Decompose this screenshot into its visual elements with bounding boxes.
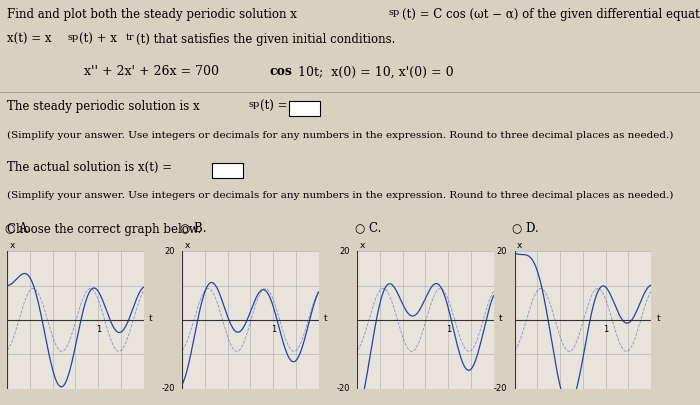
Text: (t) that satisfies the given initial conditions.: (t) that satisfies the given initial con… xyxy=(136,33,396,46)
Text: t: t xyxy=(324,314,328,323)
Text: 1: 1 xyxy=(446,325,451,334)
FancyBboxPatch shape xyxy=(212,163,243,177)
FancyBboxPatch shape xyxy=(289,101,320,116)
Text: 20: 20 xyxy=(340,247,350,256)
Text: (t) =: (t) = xyxy=(260,100,287,113)
Text: x(t) = x: x(t) = x xyxy=(7,33,52,46)
Text: x: x xyxy=(185,241,190,250)
Text: (Simplify your answer. Use integers or decimals for any numbers in the expressio: (Simplify your answer. Use integers or d… xyxy=(7,191,673,200)
Text: 1: 1 xyxy=(96,325,101,334)
Text: x'' + 2x' + 26x = 700: x'' + 2x' + 26x = 700 xyxy=(84,65,223,78)
Text: (t) = C cos (ωt − α) of the given differential equation and the actual solution: (t) = C cos (ωt − α) of the given differ… xyxy=(402,8,700,21)
Text: -20: -20 xyxy=(161,384,175,393)
Text: cos: cos xyxy=(270,65,293,78)
Text: The actual solution is x(t) =: The actual solution is x(t) = xyxy=(7,161,172,174)
Text: Choose the correct graph below.: Choose the correct graph below. xyxy=(7,224,202,237)
Text: sp: sp xyxy=(248,100,260,109)
Text: x: x xyxy=(360,241,365,250)
Text: x: x xyxy=(517,241,523,250)
Text: 1: 1 xyxy=(603,325,608,334)
Text: 10t;  x(0) = 10, x'(0) = 0: 10t; x(0) = 10, x'(0) = 0 xyxy=(294,65,454,78)
Text: t: t xyxy=(499,314,503,323)
Text: ○ A.: ○ A. xyxy=(5,221,31,234)
Text: x: x xyxy=(10,241,15,250)
Text: ○ D.: ○ D. xyxy=(512,221,539,234)
Text: ○ B.: ○ B. xyxy=(180,221,206,234)
Text: t: t xyxy=(657,314,660,323)
Text: 20: 20 xyxy=(497,247,508,256)
Text: sp: sp xyxy=(68,33,79,42)
Text: tr: tr xyxy=(125,33,134,42)
Text: 20: 20 xyxy=(164,247,175,256)
Text: ○ C.: ○ C. xyxy=(355,221,382,234)
Text: (Simplify your answer. Use integers or decimals for any numbers in the expressio: (Simplify your answer. Use integers or d… xyxy=(7,130,673,140)
Text: sp: sp xyxy=(389,8,400,17)
Text: t: t xyxy=(149,314,153,323)
Text: (t) + x: (t) + x xyxy=(79,33,117,46)
Text: -20: -20 xyxy=(336,384,350,393)
Text: 1: 1 xyxy=(271,325,276,334)
Text: The steady periodic solution is x: The steady periodic solution is x xyxy=(7,100,199,113)
Text: -20: -20 xyxy=(494,384,508,393)
Text: Find and plot both the steady periodic solution x: Find and plot both the steady periodic s… xyxy=(7,8,297,21)
